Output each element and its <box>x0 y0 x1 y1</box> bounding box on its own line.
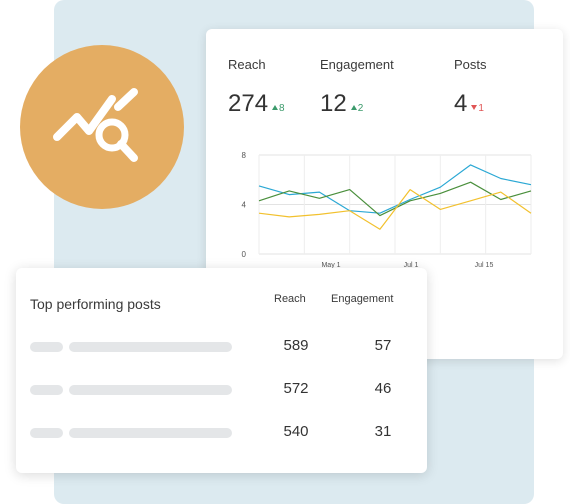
analytics-search-icon <box>53 88 138 162</box>
stat-reach-value: 274 <box>228 90 269 117</box>
stat-engagement-delta: 2 <box>350 103 363 114</box>
series-line-1 <box>258 164 532 214</box>
arrow-down-icon <box>471 105 478 110</box>
y-tick-label: 8 <box>242 151 247 160</box>
stat-posts-value: 4 <box>454 90 468 117</box>
row-engagement: 57 <box>374 337 392 354</box>
stat-reach: Reach 274 8 <box>228 57 285 118</box>
series-line-2 <box>258 181 532 217</box>
row-reach: 540 <box>283 423 309 440</box>
stat-posts-label: Posts <box>454 57 487 72</box>
x-tick-label: Jul 15 <box>475 262 494 269</box>
post-thumbnail-placeholder <box>30 385 63 395</box>
line-chart: 8 4 0 May 1 Jul 1 Jul 15 <box>242 151 532 269</box>
analytics-badge <box>20 45 184 209</box>
post-title-placeholder <box>69 342 232 352</box>
stat-engagement: Engagement 12 2 <box>320 57 394 118</box>
stat-reach-label: Reach <box>228 57 266 72</box>
stat-engagement-label: Engagement <box>320 57 394 72</box>
post-thumbnail-placeholder <box>30 342 63 352</box>
stat-engagement-value: 12 <box>320 90 347 117</box>
table-row[interactable]: 589 57 <box>16 337 427 357</box>
y-tick-label: 4 <box>242 201 247 210</box>
column-header-reach: Reach <box>274 293 306 305</box>
table-row[interactable]: 572 46 <box>16 380 427 400</box>
row-reach: 589 <box>283 337 309 354</box>
row-reach: 572 <box>283 380 309 397</box>
x-tick-label: May 1 <box>321 262 340 269</box>
column-header-engagement: Engagement <box>331 293 394 305</box>
row-engagement: 46 <box>374 380 392 397</box>
row-engagement: 31 <box>374 423 392 440</box>
post-title-placeholder <box>69 428 232 438</box>
x-tick-label: Jul 1 <box>404 262 419 269</box>
arrow-up-icon <box>272 105 279 110</box>
top-posts-title: Top performing posts <box>30 296 161 312</box>
y-tick-label: 0 <box>242 250 247 259</box>
post-thumbnail-placeholder <box>30 428 63 438</box>
stat-posts-delta: 1 <box>471 103 484 114</box>
stat-posts: Posts 4 1 <box>454 57 487 118</box>
table-row[interactable]: 540 31 <box>16 423 427 443</box>
series-line-3 <box>258 188 532 230</box>
top-posts-card: Top performing posts Reach Engagement 58… <box>16 268 427 473</box>
post-title-placeholder <box>69 385 232 395</box>
stat-reach-delta: 8 <box>272 103 285 114</box>
arrow-up-icon <box>350 105 357 110</box>
